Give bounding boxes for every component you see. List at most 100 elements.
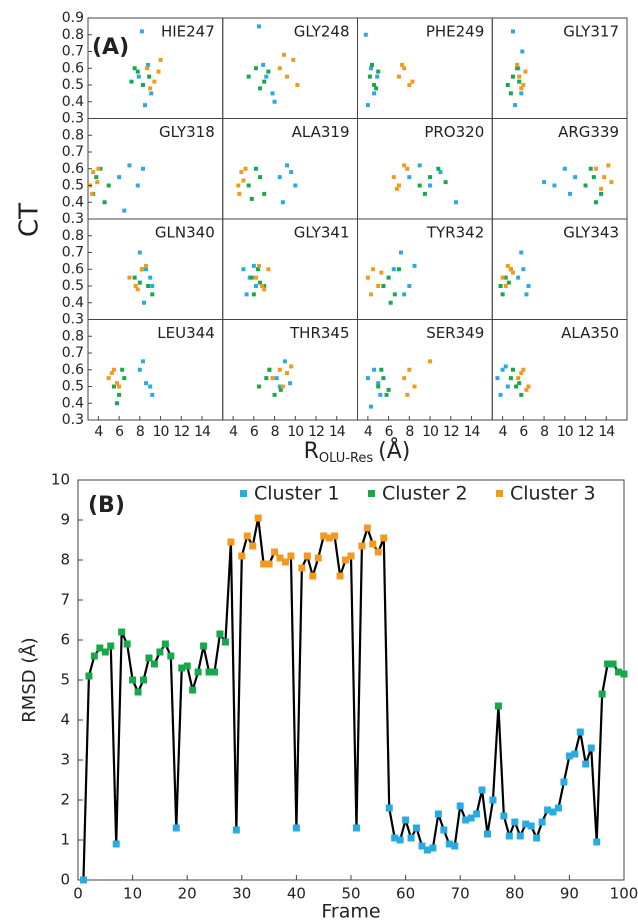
scatter-point [515, 66, 520, 71]
scatter-point [521, 267, 526, 272]
scatter-point [246, 74, 251, 79]
scatter-point [517, 74, 522, 79]
scatter-point [122, 208, 127, 213]
cluster-marker [352, 824, 360, 832]
y-tick-label: 0.8 [62, 27, 84, 43]
scatter-point [402, 66, 407, 71]
scatter-point [98, 166, 103, 171]
cluster-marker [172, 824, 180, 832]
cluster-marker [544, 806, 552, 814]
scatter-point [135, 183, 140, 188]
scatter-point [381, 376, 386, 381]
legend-label: Cluster 1 [254, 483, 340, 505]
cluster-marker [440, 826, 448, 834]
cluster-marker [336, 572, 344, 580]
scatter-point [365, 376, 370, 381]
scatter-point [602, 175, 607, 180]
scatter-point [282, 359, 287, 364]
scatter-point [247, 275, 252, 280]
x-tick-label: 12 [443, 424, 459, 440]
cluster-marker [112, 840, 120, 848]
cluster-marker [429, 844, 437, 852]
y-tick-label: 0.3 [62, 312, 84, 328]
scatter-point [453, 200, 458, 205]
cluster-marker [413, 824, 421, 832]
scatter-point [405, 166, 410, 171]
y-tick-label: 0.7 [62, 245, 84, 261]
scatter-point [402, 376, 407, 381]
scatter-point [515, 62, 520, 67]
cluster-marker [320, 532, 328, 540]
scatter-point [274, 376, 279, 381]
scatter-point [152, 79, 157, 84]
x-label-main: R [304, 439, 319, 464]
scatter-point [156, 69, 161, 74]
cluster-marker [292, 824, 300, 832]
subplot-title: GLY341 [294, 224, 350, 242]
scatter-point [510, 74, 515, 79]
scatter-point [513, 103, 518, 108]
scatter-point [374, 86, 379, 91]
y-tick-label: 0.6 [62, 161, 84, 177]
scatter-point [422, 191, 427, 196]
scatter-point [277, 384, 282, 389]
x-tick-label: 20 [178, 885, 197, 903]
scatter-point [270, 376, 275, 381]
scatter-point [519, 86, 524, 91]
scatter-point [524, 387, 529, 392]
cluster-marker [500, 812, 508, 820]
scatter-point [402, 163, 407, 168]
y-tick-label: 0.5 [62, 178, 84, 194]
scatter-point [148, 86, 153, 91]
scatter-point [95, 180, 100, 185]
cluster-marker [309, 572, 317, 580]
scatter-point [253, 166, 258, 171]
scatter-point [237, 191, 242, 196]
x-tick-label: 8 [271, 424, 279, 440]
scatter-point [255, 267, 260, 272]
scatter-point [258, 175, 263, 180]
scatter-point [285, 163, 290, 168]
scatter-point [410, 79, 415, 84]
scatter-point [376, 384, 381, 389]
y-tick-label: 2 [60, 791, 70, 809]
cluster-marker [227, 538, 235, 546]
scatter-point [593, 166, 598, 171]
scatter-point [562, 166, 567, 171]
scatter-point [443, 180, 448, 185]
y-tick-label: 0.6 [62, 60, 84, 76]
cluster-marker [451, 842, 459, 850]
cluster-marker [85, 672, 93, 680]
scatter-point [428, 183, 433, 188]
cluster-marker [467, 814, 475, 822]
scatter-point [368, 66, 373, 71]
legend-swatch [496, 490, 503, 497]
scatter-point [517, 381, 522, 386]
y-tick-label: 4 [60, 711, 70, 729]
x-tick-label: 8 [136, 424, 144, 440]
cluster-marker [462, 816, 470, 824]
scatter-point [136, 74, 141, 79]
scatter-point [137, 367, 142, 372]
y-tick-label: 8 [60, 551, 70, 569]
scatter-point [262, 191, 267, 196]
scatter-point [506, 280, 511, 285]
subplot-title: LEU344 [157, 324, 214, 342]
scatter-point [289, 170, 294, 175]
scatter-point [251, 263, 256, 268]
scatter-point [573, 175, 578, 180]
scatter-point [375, 74, 380, 79]
x-tick-label: 4 [364, 424, 373, 440]
scatter-point [106, 376, 111, 381]
y-tick-label: 0.7 [62, 345, 84, 361]
scatter-point [281, 52, 286, 57]
cluster-marker [489, 796, 497, 804]
cluster-marker [396, 836, 404, 844]
scatter-point [519, 392, 524, 397]
cluster-marker [189, 686, 197, 694]
scatter-point [391, 175, 396, 180]
scatter-point [261, 62, 266, 67]
x-tick-label: 60 [396, 885, 415, 903]
scatter-point [147, 74, 152, 79]
subplot-title: GLY343 [563, 224, 619, 242]
